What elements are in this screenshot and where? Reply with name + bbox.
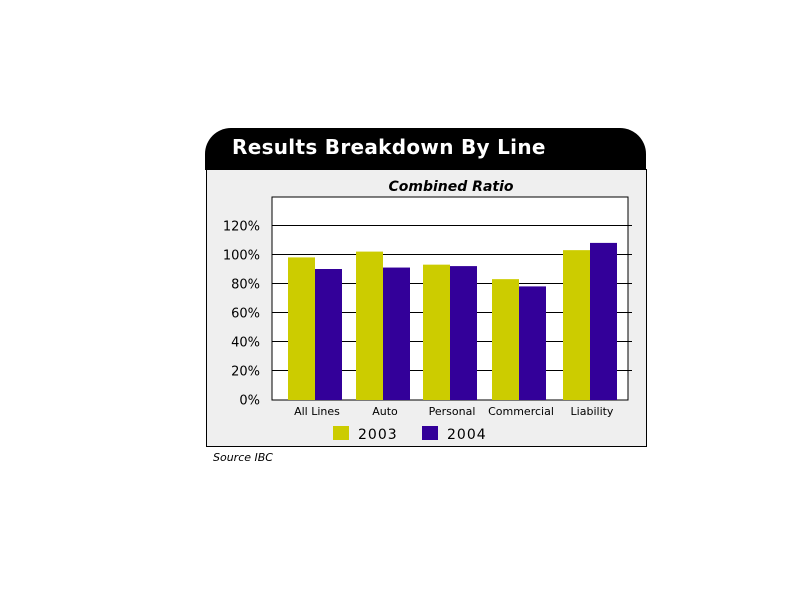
header-banner: Results Breakdown By Line (205, 128, 646, 170)
bar-2003-auto (356, 251, 383, 400)
legend-swatch-2003 (333, 426, 349, 440)
chart-title: Combined Ratio (389, 179, 514, 195)
bar-2003-commercial (492, 279, 519, 400)
x-tick-label: All Lines (294, 405, 340, 418)
x-tick-label: Liability (571, 405, 614, 418)
bar-2004-commercial (519, 286, 546, 400)
header-title: Results Breakdown By Line (232, 135, 546, 159)
x-tick-label: Auto (372, 405, 398, 418)
x-tick-label: Commercial (488, 405, 554, 418)
x-tick-label: Personal (429, 405, 476, 418)
bar-2003-liability (563, 250, 590, 400)
bar-2003-personal (423, 264, 450, 400)
y-tick-label: 20% (231, 365, 260, 380)
bar-2004-liability (590, 242, 617, 400)
y-tick-label: 100% (223, 249, 260, 264)
bar-2004-auto (383, 267, 410, 400)
source-note: Source IBC (213, 451, 273, 464)
legend-label-2004: 2004 (447, 427, 487, 443)
y-tick-label: 40% (231, 336, 260, 351)
legend-swatch-2004 (422, 426, 438, 440)
bar-2004-personal (450, 266, 477, 400)
y-tick-label: 60% (231, 307, 260, 322)
y-tick-label: 0% (239, 394, 260, 409)
bar-2004-all-lines (315, 269, 342, 400)
y-tick-label: 80% (231, 278, 260, 293)
bar-2003-all-lines (288, 257, 315, 400)
y-tick-label: 120% (223, 220, 260, 235)
legend-label-2003: 2003 (358, 427, 398, 443)
